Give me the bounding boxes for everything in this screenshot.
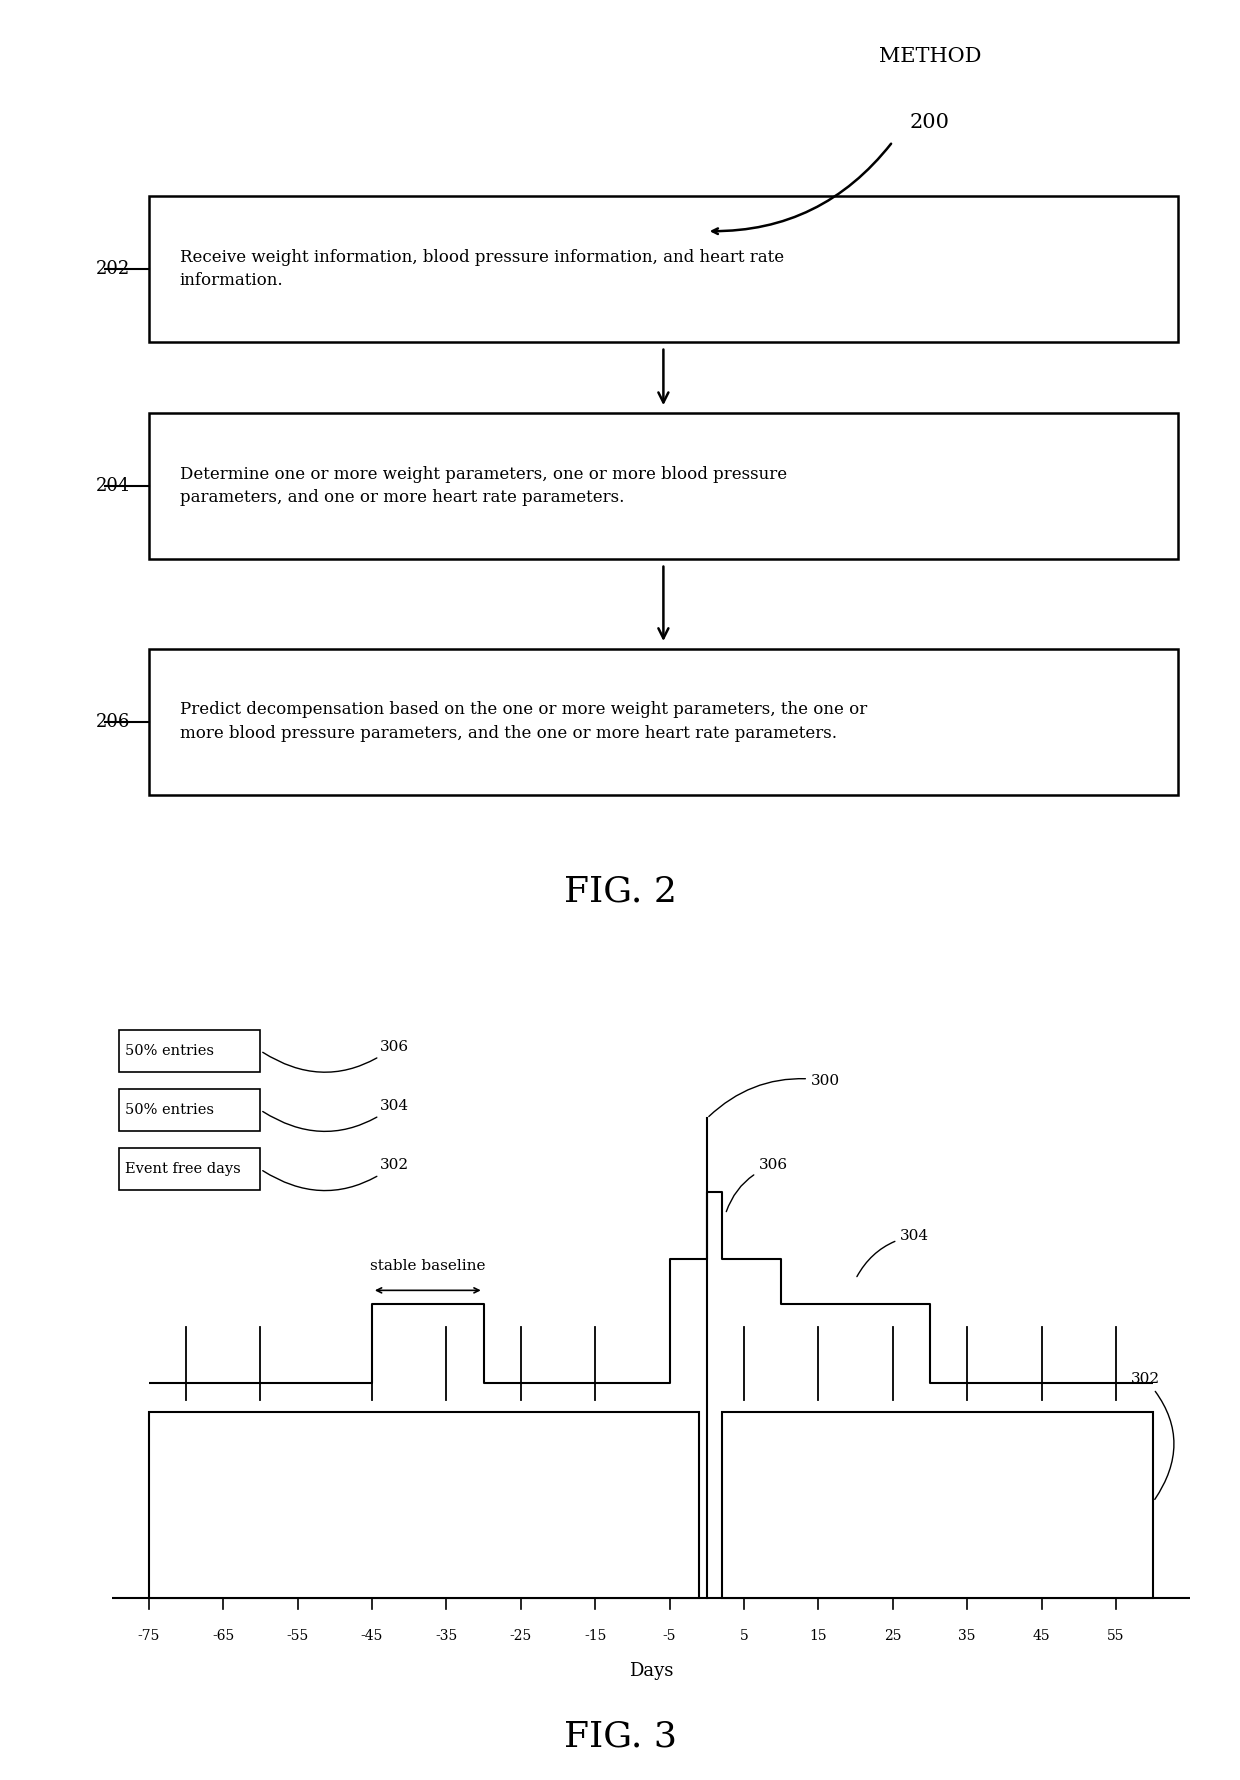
Bar: [119, 1089, 260, 1130]
FancyBboxPatch shape: [149, 196, 1178, 342]
Text: 50% entries: 50% entries: [125, 1104, 215, 1118]
Text: 35: 35: [959, 1629, 976, 1643]
Text: 304: 304: [857, 1228, 929, 1276]
Text: -25: -25: [510, 1629, 532, 1643]
Text: -75: -75: [138, 1629, 160, 1643]
Text: Receive weight information, blood pressure information, and heart rate
informati: Receive weight information, blood pressu…: [180, 249, 784, 288]
Text: FIG. 3: FIG. 3: [563, 1719, 677, 1753]
Text: -45: -45: [361, 1629, 383, 1643]
Text: Days: Days: [629, 1663, 673, 1680]
FancyBboxPatch shape: [149, 648, 1178, 796]
Text: 302: 302: [1131, 1372, 1174, 1499]
Text: 15: 15: [810, 1629, 827, 1643]
Text: Event free days: Event free days: [125, 1162, 241, 1177]
Text: 45: 45: [1033, 1629, 1050, 1643]
Bar: [149, 1412, 699, 1598]
FancyBboxPatch shape: [149, 413, 1178, 559]
Text: 50% entries: 50% entries: [125, 1043, 215, 1057]
Text: Determine one or more weight parameters, one or more blood pressure
parameters, : Determine one or more weight parameters,…: [180, 466, 787, 506]
Text: -65: -65: [212, 1629, 234, 1643]
Text: -35: -35: [435, 1629, 458, 1643]
Bar: [119, 1029, 260, 1072]
Text: -5: -5: [663, 1629, 676, 1643]
Bar: [119, 1148, 260, 1191]
Text: 206: 206: [95, 712, 130, 732]
Text: FIG. 2: FIG. 2: [563, 874, 677, 908]
Text: 302: 302: [263, 1159, 408, 1191]
Text: 300: 300: [709, 1073, 839, 1116]
Text: 25: 25: [884, 1629, 901, 1643]
Text: METHOD: METHOD: [879, 46, 981, 66]
Bar: [722, 1412, 1153, 1598]
Text: -55: -55: [286, 1629, 309, 1643]
Text: 306: 306: [727, 1159, 787, 1212]
Text: 204: 204: [95, 477, 130, 495]
Text: -15: -15: [584, 1629, 606, 1643]
Text: 55: 55: [1107, 1629, 1125, 1643]
Text: stable baseline: stable baseline: [370, 1260, 486, 1273]
Text: Predict decompensation based on the one or more weight parameters, the one or
mo: Predict decompensation based on the one …: [180, 701, 867, 742]
Text: 306: 306: [263, 1040, 408, 1072]
Text: 200: 200: [910, 114, 950, 132]
Text: 5: 5: [739, 1629, 749, 1643]
Text: 304: 304: [263, 1098, 408, 1132]
Text: 202: 202: [95, 260, 130, 278]
